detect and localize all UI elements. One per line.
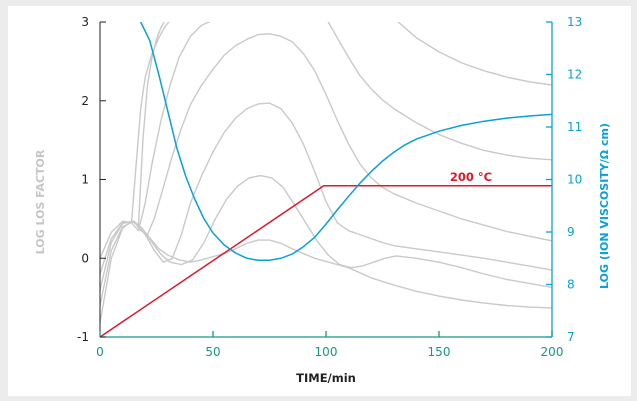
loss-factor-series-line (100, 22, 211, 259)
chart-container: 0 50 100 150 200 -1 0 1 2 3 7 8 9 10 11 12 13 TIME/min L… (8, 6, 631, 396)
temperature-series-line (100, 185, 552, 337)
x-tick-label: 0 (96, 345, 104, 359)
x-tick-label: 100 (315, 345, 338, 359)
loss-factor-series-line (137, 22, 165, 227)
x-tick-label: 50 (205, 345, 220, 359)
y-left-tick-label: -1 (77, 330, 89, 344)
loss-factor-series-line (100, 33, 552, 275)
y-right-tick-label: 11 (567, 120, 582, 134)
temperature-annotation: 200 °C (450, 170, 492, 184)
y-right-tick-label: 12 (567, 68, 582, 82)
loss-factor-series-line (397, 22, 552, 86)
loss-factor-series-line (100, 220, 552, 323)
y-right-tick-label: 8 (567, 278, 575, 292)
loss-factor-series-line (100, 102, 552, 290)
ion-viscosity-series-line (140, 22, 552, 262)
y-left-tick-label: 2 (81, 94, 89, 108)
y-left-axis-label: LOG LOS FACTOR (34, 149, 47, 254)
x-axis-label: TIME/min (296, 371, 356, 385)
y-right-tick-label: 9 (567, 225, 575, 239)
y-right-tick-label: 13 (567, 15, 582, 29)
loss-factor-series-group (100, 22, 552, 323)
x-tick-label: 150 (428, 345, 451, 359)
y-right-tick-label: 10 (567, 173, 582, 187)
y-right-axis-label: LOG (ION VISCOSITY/Ω cm) (598, 123, 611, 289)
loss-factor-series-line (100, 174, 552, 306)
y-left-tick-label: 3 (81, 15, 89, 29)
main-series-group (100, 22, 552, 337)
y-right-tick-label: 7 (567, 330, 575, 344)
y-left-tick-label: 0 (81, 251, 89, 265)
loss-factor-series-line (327, 22, 552, 161)
loss-factor-series-line (130, 22, 170, 222)
y-left-tick-label: 1 (81, 173, 89, 187)
x-tick-label: 200 (541, 345, 564, 359)
